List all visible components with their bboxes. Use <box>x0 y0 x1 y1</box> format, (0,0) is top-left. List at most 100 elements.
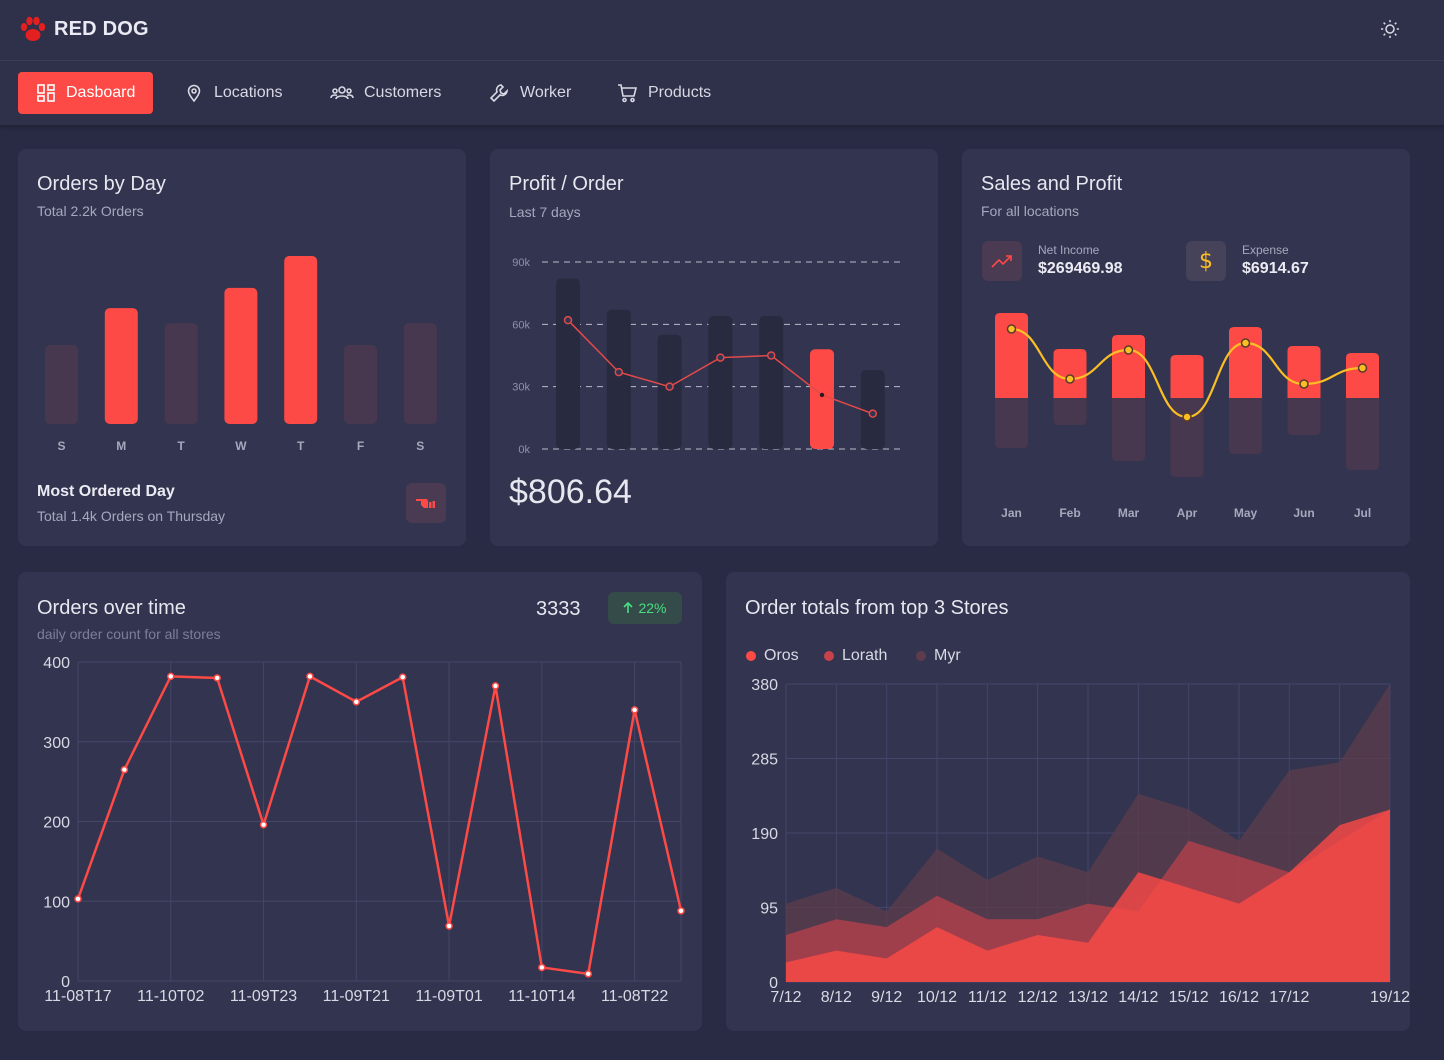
pointing-hand-icon <box>416 499 435 508</box>
y-tick-label: 200 <box>43 815 70 832</box>
nav-label: Worker <box>520 84 572 101</box>
nav-label: Customers <box>364 84 442 101</box>
x-tick-label: 9/12 <box>871 989 902 1006</box>
x-tick-label: 16/12 <box>1219 989 1259 1006</box>
nav-item-worker[interactable]: Worker <box>470 72 589 114</box>
orders-point <box>538 963 546 972</box>
orders-point <box>491 682 500 690</box>
orders-point <box>213 674 221 682</box>
cart-icon <box>618 84 638 103</box>
profit-point <box>1299 379 1309 389</box>
most-ordered-day-subtitle: Total 1.4k Orders on Thursday <box>37 508 226 524</box>
orders-point <box>677 907 685 915</box>
y-tick-label: 60k <box>512 319 530 331</box>
day-bar <box>403 323 437 424</box>
nav-item-locations[interactable]: Locations <box>166 72 301 114</box>
x-tick-label: 15/12 <box>1169 989 1209 1006</box>
nav-item-dashboard[interactable]: Dasboard <box>18 72 154 114</box>
month-label: Jul <box>1354 506 1371 520</box>
growth-badge: 22% <box>608 592 682 624</box>
y-tick-label: 400 <box>43 655 70 672</box>
y-tick-label: 0k <box>518 444 530 456</box>
profit-bar <box>708 316 733 449</box>
profit-point <box>563 315 573 325</box>
profit-point <box>1065 374 1075 384</box>
profit-bar <box>810 349 834 449</box>
x-tick-label: 11-08T22 <box>601 988 668 1005</box>
nav-item-products[interactable]: Products <box>598 72 729 114</box>
expense-bar <box>1229 398 1262 454</box>
profit-point <box>868 409 878 418</box>
area-oros <box>786 809 1390 982</box>
brand-name: RED DOG <box>54 17 149 40</box>
sun-icon <box>1381 20 1399 38</box>
x-tick-label: 11-10T02 <box>137 988 204 1005</box>
nav-label: Dasboard <box>66 84 136 101</box>
x-tick-label: 19/12 <box>1370 989 1410 1006</box>
sales-bar <box>1229 327 1262 398</box>
profit-point <box>1123 345 1134 355</box>
profit-point <box>1357 363 1368 373</box>
profit-point <box>1182 412 1192 422</box>
orders-total: 3333 <box>536 598 581 620</box>
nav-item-customers[interactable]: Customers <box>312 72 459 114</box>
x-tick-label: 11-09T01 <box>415 988 482 1005</box>
brand[interactable]: RED DOG <box>18 15 149 43</box>
day-label: F <box>357 439 364 453</box>
profit-order-chart: 90k 60k 30k 0k <box>512 257 900 456</box>
wrench-icon <box>489 84 509 103</box>
expense-icon-box: $ <box>1186 241 1226 281</box>
top-stores-card: Order totals from top 3 Stores Oros Lora… <box>726 572 1410 1031</box>
legend-item-oros[interactable]: Oros <box>746 647 799 665</box>
profit-point <box>819 392 825 398</box>
location-pin-icon <box>187 84 201 103</box>
day-label: S <box>416 439 424 453</box>
sales-bar <box>1112 335 1145 398</box>
x-tick-label: 14/12 <box>1118 989 1158 1006</box>
profit-bar <box>657 334 682 449</box>
nav-label: Products <box>648 84 712 101</box>
profit-point <box>766 351 776 360</box>
orders-over-time-chart: 0 100 200 300 400 11-08T17 11-10T02 11-09T23 11-… <box>43 655 685 1005</box>
orders-point <box>445 922 453 930</box>
expense-bar <box>995 398 1028 448</box>
orders-line <box>76 674 683 976</box>
day-label: M <box>116 439 126 453</box>
x-tick-label: 10/12 <box>917 989 957 1006</box>
sales-bar <box>1287 346 1321 398</box>
customers-icon <box>330 86 354 100</box>
pointing-hand-button[interactable] <box>406 483 446 523</box>
x-tick-label: 8/12 <box>821 989 852 1006</box>
card-subtitle: For all locations <box>981 203 1080 219</box>
profit-point <box>1006 324 1017 334</box>
net-income-label: Net Income <box>1038 243 1100 257</box>
y-tick-label: 190 <box>751 826 778 843</box>
y-tick-label: 0 <box>61 974 70 991</box>
legend-item-lorath[interactable]: Lorath <box>824 647 887 665</box>
month-label: Apr <box>1177 506 1198 520</box>
y-tick-label: 0 <box>769 975 778 992</box>
y-tick-label: 300 <box>43 735 70 752</box>
orders-point <box>167 672 175 681</box>
theme-toggle-button[interactable] <box>1378 17 1402 41</box>
dollar-icon: $ <box>1199 248 1213 274</box>
orders-point <box>306 672 314 681</box>
y-tick-label: 95 <box>760 901 778 918</box>
profit-bar <box>606 309 631 449</box>
day-label: W <box>235 439 247 453</box>
orders-point <box>352 698 361 706</box>
expense-bar <box>1112 398 1145 461</box>
expense-bar <box>1346 398 1379 470</box>
dashboard-icon <box>37 84 55 102</box>
x-tick-label: 12/12 <box>1018 989 1058 1006</box>
card-title: Sales and Profit <box>981 173 1123 195</box>
top-bar: RED DOG <box>0 0 1444 61</box>
orders-over-time-card: Orders over time daily order count for a… <box>18 572 702 1031</box>
orders-point <box>630 706 639 714</box>
x-tick-label: 11/12 <box>968 989 1007 1006</box>
profit-order-card: Profit / Order Last 7 days 90k 60k 30k 0k $… <box>490 149 938 546</box>
day-bar <box>104 308 138 424</box>
legend-item-myr[interactable]: Myr <box>916 647 961 665</box>
